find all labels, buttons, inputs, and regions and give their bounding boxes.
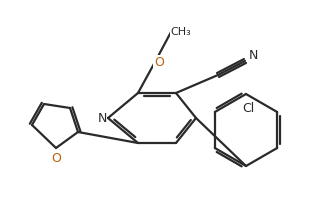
Text: O: O [51, 151, 61, 165]
Text: CH₃: CH₃ [171, 27, 191, 37]
Text: O: O [154, 55, 164, 69]
Text: N: N [248, 49, 258, 61]
Text: N: N [97, 111, 107, 124]
Text: Cl: Cl [242, 101, 254, 115]
